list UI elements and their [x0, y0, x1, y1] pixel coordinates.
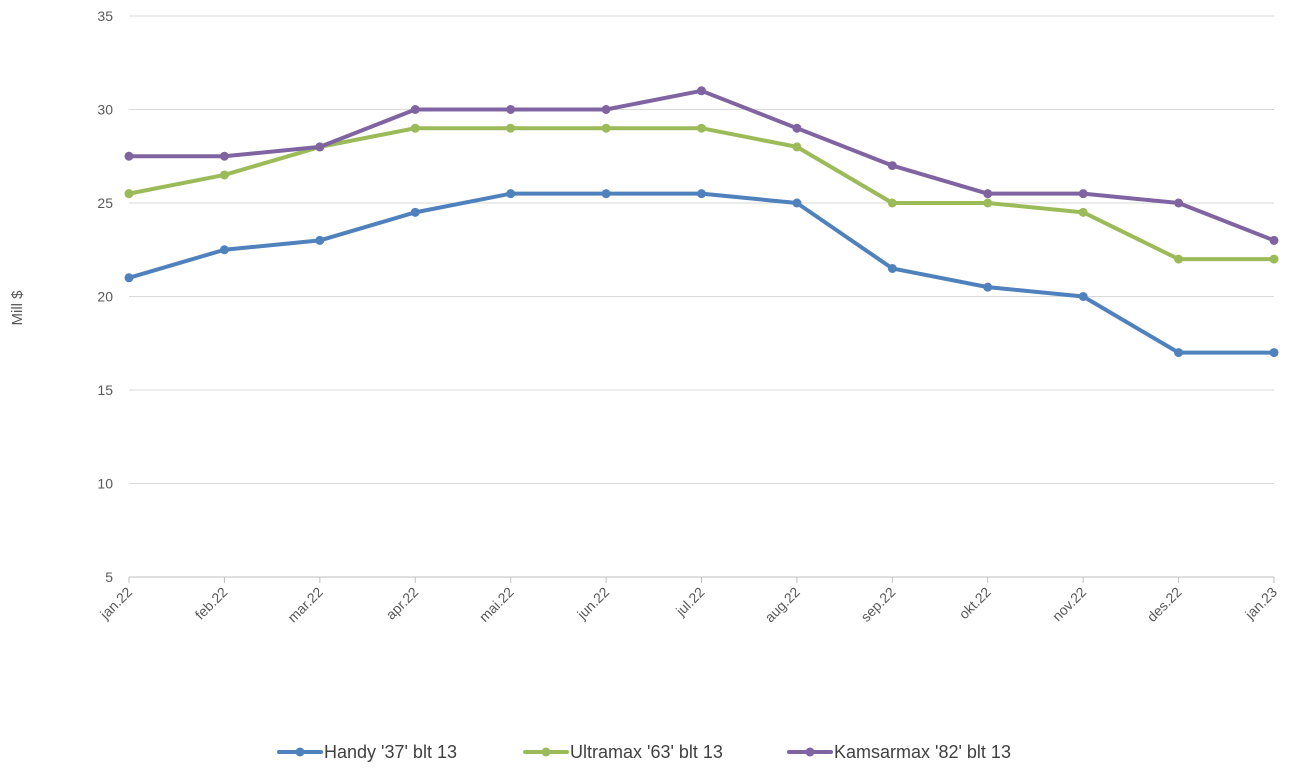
legend-label: Handy '37' blt 13	[324, 742, 457, 762]
legend-entry: Kamsarmax '82' blt 13	[787, 742, 1011, 762]
legend-entry: Handy '37' blt 13	[277, 742, 457, 762]
x-axis	[128, 576, 1275, 583]
data-point	[792, 142, 802, 152]
data-point	[983, 189, 993, 199]
legend-swatch-marker	[541, 747, 551, 757]
data-point	[601, 189, 611, 199]
data-point	[219, 170, 229, 180]
x-tick-label: des.22	[1144, 584, 1185, 625]
data-point	[983, 198, 993, 208]
data-point	[410, 207, 420, 217]
y-tick-label: 10	[97, 476, 113, 492]
x-tick-label: mar.22	[284, 584, 326, 626]
x-axis-tick-labels: jan.22 feb.22 mar.22 apr.22 mai.22 jun.22 jul.…	[96, 584, 1280, 626]
x-tick-label: jul.22	[672, 584, 708, 620]
data-point	[792, 198, 802, 208]
data-point	[124, 189, 134, 199]
data-point	[887, 263, 897, 273]
legend-label: Kamsarmax '82' blt 13	[834, 742, 1011, 762]
data-point	[1269, 235, 1279, 245]
data-point	[124, 273, 134, 283]
y-tick-label: 25	[97, 195, 113, 211]
data-point	[601, 105, 611, 114]
x-tick-label: jan.23	[1241, 584, 1280, 623]
x-tick-label: jan.22	[96, 584, 135, 623]
y-axis-tick-labels: 5 10 15 20 25 30 35	[97, 8, 113, 585]
data-point	[1078, 189, 1088, 199]
x-tick-label: apr.22	[383, 584, 422, 623]
y-tick-label: 5	[105, 569, 113, 585]
data-point	[219, 151, 229, 161]
x-tick-label: okt.22	[956, 584, 994, 622]
x-tick-label: aug.22	[761, 584, 803, 626]
data-point	[887, 198, 897, 208]
data-point	[983, 282, 993, 292]
x-tick-label: nov.22	[1049, 584, 1089, 624]
x-tick-label: jun.22	[573, 584, 612, 623]
legend-label: Ultramax '63' blt 13	[570, 742, 723, 762]
data-point	[697, 189, 706, 199]
legend-entry: Ultramax '63' blt 13	[523, 742, 723, 762]
data-point	[410, 105, 420, 114]
series-3	[124, 86, 1279, 245]
y-tick-label: 15	[97, 382, 113, 398]
y-tick-label: 20	[97, 289, 113, 305]
series-1	[124, 189, 1279, 358]
legend-swatch-marker	[295, 747, 305, 757]
data-point	[792, 123, 802, 133]
legend: Handy '37' blt 13 Ultramax '63' blt 13 Kam…	[277, 742, 1011, 762]
data-point	[887, 161, 897, 171]
legend-swatch-marker	[805, 747, 815, 757]
gridlines	[129, 15, 1274, 484]
data-point	[1174, 198, 1184, 208]
series-lines	[124, 86, 1279, 358]
data-point	[315, 142, 325, 152]
data-point	[315, 235, 325, 245]
data-point	[124, 151, 134, 161]
series-line	[127, 88, 1276, 243]
series-line	[127, 191, 1276, 355]
data-point	[697, 86, 706, 96]
y-tick-label: 35	[97, 8, 113, 24]
data-point	[1078, 207, 1088, 217]
data-point	[506, 189, 516, 199]
data-point	[410, 123, 420, 133]
x-tick-label: feb.22	[192, 584, 231, 623]
data-point	[601, 123, 611, 133]
x-tick-label: sep.22	[857, 584, 898, 625]
data-point	[506, 105, 516, 114]
data-point	[219, 245, 229, 255]
data-point	[697, 123, 706, 133]
y-tick-label: 30	[97, 102, 113, 118]
data-point	[1078, 292, 1088, 301]
data-point	[506, 123, 516, 133]
data-point	[1174, 254, 1184, 264]
y-axis-title: Mill $	[9, 290, 26, 326]
data-point	[1174, 348, 1184, 358]
x-tick-label: mai.22	[476, 584, 517, 625]
data-point	[1269, 254, 1279, 264]
data-point	[1269, 348, 1279, 358]
